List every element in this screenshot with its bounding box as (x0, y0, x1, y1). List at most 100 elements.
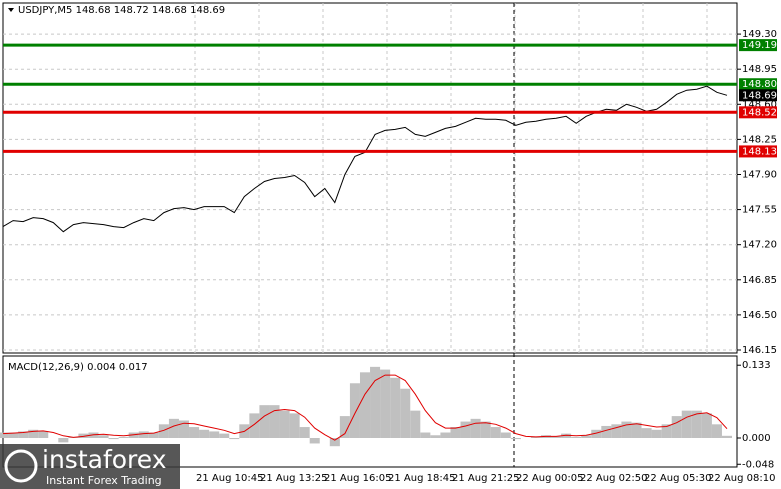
level-label: 149.19 (742, 40, 777, 51)
macd-bar (118, 436, 129, 438)
macd-bar (108, 437, 119, 440)
macd-bar (329, 437, 340, 447)
watermark-icon (4, 449, 38, 483)
macd-bar (651, 429, 662, 438)
macd-pane (2, 355, 738, 468)
level-tag (739, 39, 777, 52)
level-tag (739, 106, 777, 119)
y-tick-label: 146.15 (742, 345, 777, 356)
macd-bar (178, 420, 190, 438)
y-tick-label: 148.95 (742, 64, 777, 75)
x-tick-label: 22 Aug 00:05 (516, 473, 583, 484)
x-tick-label: 21 Aug 16:05 (324, 473, 391, 484)
level-label: 148.52 (742, 107, 777, 118)
macd-bar (480, 421, 491, 438)
macd-bar (78, 433, 89, 438)
y-tick-label: 0.133 (742, 360, 771, 371)
level-label: 148.80 (742, 79, 777, 90)
x-tick-label: 22 Aug 08:10 (708, 473, 775, 484)
macd-bar (390, 377, 401, 438)
last-price-tag (739, 89, 777, 102)
chart-title: USDJPY,M5 148.68 148.72 148.68 148.69 (18, 5, 225, 16)
macd-bar (641, 428, 652, 438)
macd-bar (18, 431, 29, 438)
macd-bar (259, 405, 270, 438)
macd-bar (691, 410, 702, 438)
macd-bar (128, 432, 139, 438)
y-tick-label: 0.000 (742, 433, 771, 444)
macd-bar (611, 424, 622, 438)
macd-bar (249, 413, 260, 438)
macd-bar (440, 432, 451, 438)
watermark: instaforex Instant Forex Trading (0, 444, 180, 489)
macd-bar (561, 433, 572, 438)
macd-bar (470, 418, 481, 438)
price-pane (2, 2, 738, 354)
macd-bar (460, 421, 471, 438)
macd-bar (359, 372, 371, 438)
macd-bar (158, 424, 169, 438)
signal-line (2, 374, 728, 441)
macd-bar (571, 436, 582, 438)
macd-bar (621, 421, 632, 438)
y-tick-label: 146.50 (742, 310, 777, 321)
macd-bar (721, 435, 733, 438)
macd-bar (701, 413, 712, 438)
macd-bar (370, 366, 381, 438)
macd-bar (0, 432, 9, 438)
macd-bar (510, 437, 521, 440)
macd-bar (219, 433, 230, 438)
macd-bar (631, 422, 642, 438)
macd-bar (98, 435, 109, 438)
macd-bar (28, 429, 39, 438)
macd-bar (168, 418, 179, 438)
macd-bar (681, 410, 692, 438)
menu-arrow (8, 8, 14, 12)
x-tick-label: 21 Aug 13:25 (260, 473, 327, 484)
x-tick-label: 21 Aug 21:25 (452, 473, 519, 484)
macd-bar (269, 405, 280, 438)
level-tag (739, 78, 777, 91)
macd-bar (299, 427, 310, 438)
macd-bar (410, 410, 421, 438)
macd-bar (38, 431, 49, 438)
y-tick-label: 148.60 (742, 99, 777, 110)
macd-bar (279, 410, 290, 438)
y-tick-label: 149.30 (742, 29, 777, 40)
x-tick-label: 22 Aug 05:30 (644, 473, 711, 484)
y-tick-label: 146.85 (742, 275, 777, 286)
macd-bar (671, 416, 682, 438)
macd-bar (309, 437, 320, 444)
y-tick-label: 147.90 (742, 169, 777, 180)
macd-bar (8, 432, 19, 438)
macd-bar (551, 436, 562, 438)
watermark-tagline: Instant Forex Trading (46, 474, 162, 487)
macd-bar (209, 431, 220, 438)
watermark-bg (0, 444, 180, 489)
macd-bar (349, 383, 360, 438)
macd-bar (88, 432, 99, 438)
macd-bar (199, 429, 210, 438)
macd-bar (58, 437, 69, 443)
macd-bar (450, 427, 461, 438)
macd-bar (530, 436, 541, 438)
macd-bar (289, 413, 300, 438)
plot-layer: 149.30 148.95 148.60 148.25 147.90 147.55 147.… (0, 3, 777, 484)
macd-bar (711, 424, 722, 438)
macd-bar (581, 435, 592, 438)
macd-bar (430, 435, 441, 438)
macd-bar (420, 432, 431, 438)
macd-bar (490, 427, 501, 438)
y-tick-label: 148.25 (742, 134, 777, 145)
macd-bar (148, 432, 159, 438)
last-price-label: 148.69 (742, 90, 777, 101)
level-tag (739, 145, 777, 158)
macd-bar (601, 425, 612, 438)
y-tick-label: 147.55 (742, 205, 777, 216)
macd-bar (138, 431, 149, 438)
macd-bar (339, 416, 350, 438)
macd-bar (380, 369, 391, 438)
x-tick-label: 21 Aug 10:45 (196, 473, 263, 484)
x-tick-label: 22 Aug 02:50 (580, 473, 647, 484)
